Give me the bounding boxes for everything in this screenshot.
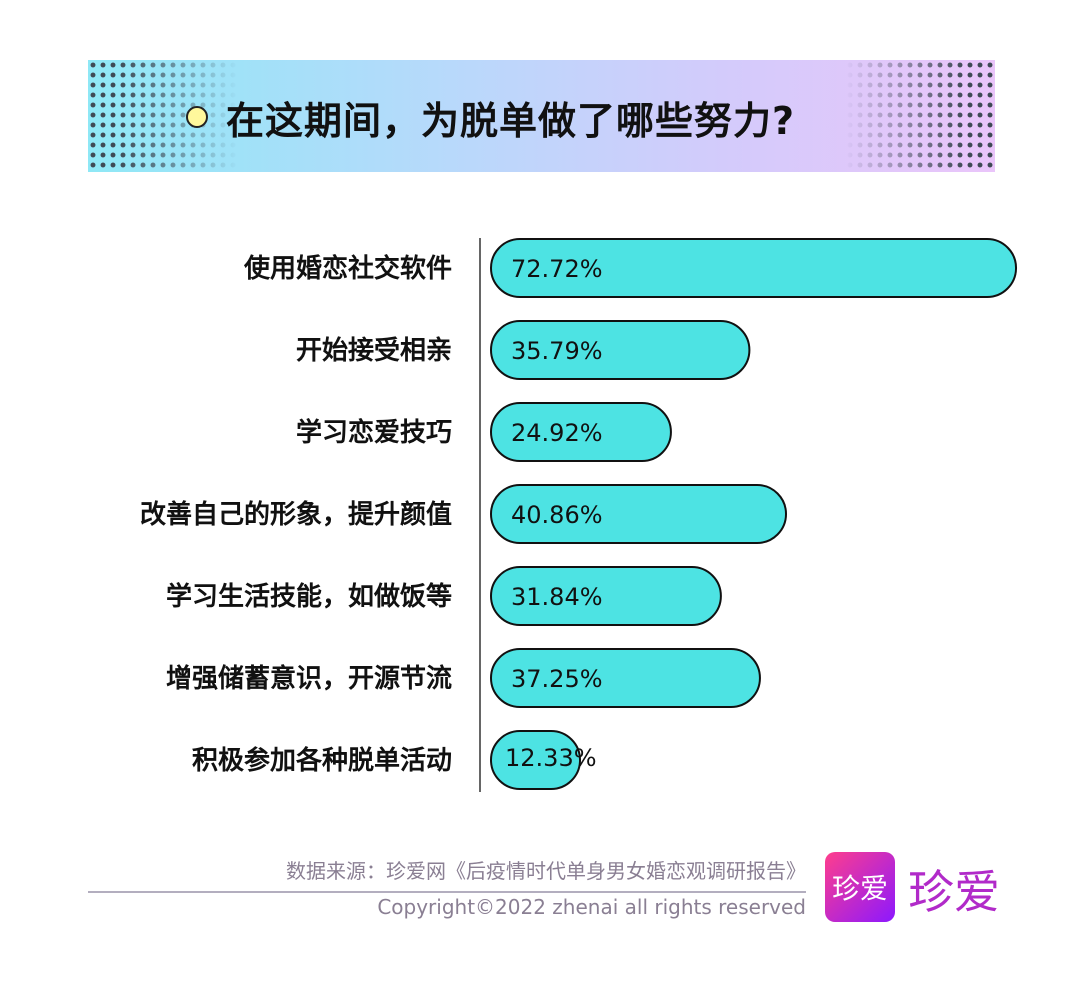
halftone-decoration (845, 60, 995, 172)
bar (490, 402, 672, 462)
bar (490, 320, 751, 380)
bar (490, 484, 788, 544)
value-label: 24.92% (511, 419, 603, 447)
copyright: Copyright©2022 zhenai all rights reserve… (377, 895, 806, 919)
zhenai-logo-text: 珍爱 (908, 865, 1000, 919)
category-label: 积极参加各种脱单活动 (192, 745, 452, 776)
title-banner: 在这期间，为脱单做了哪些努力? (88, 60, 995, 172)
halftone-decoration (88, 60, 238, 172)
data-source: 数据来源：珍爱网《后疫情时代单身男女婚恋观调研报告》 (286, 859, 806, 883)
value-label: 31.84% (511, 583, 603, 611)
divider (88, 891, 806, 893)
category-label: 改善自己的形象，提升颜值 (140, 499, 452, 530)
category-label: 增强储蓄意识，开源节流 (166, 663, 452, 694)
chart-title: 在这期间，为脱单做了哪些努力? (226, 99, 796, 143)
category-label: 学习生活技能，如做饭等 (166, 581, 452, 612)
category-label: 使用婚恋社交软件 (243, 253, 452, 284)
category-label: 开始接受相亲 (296, 335, 452, 366)
value-label: 37.25% (511, 665, 603, 693)
value-label: 40.86% (511, 501, 603, 529)
category-label: 学习恋爱技巧 (296, 417, 452, 448)
bar (490, 566, 722, 626)
bar (490, 730, 582, 790)
bar (490, 238, 1018, 298)
zhenai-logo-icon: 珍爱 (825, 852, 895, 922)
value-label: 72.72% (511, 255, 603, 283)
bar (490, 648, 761, 708)
value-label: 35.79% (511, 337, 603, 365)
logo-mark: 珍爱 (831, 872, 888, 905)
value-label: 12.33% (505, 744, 597, 772)
circle-bullet-icon (186, 106, 208, 128)
